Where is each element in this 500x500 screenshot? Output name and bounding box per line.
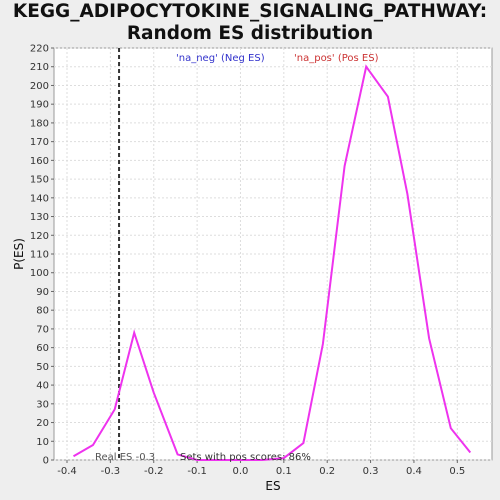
x-tick-label: -0.2 [144,466,164,477]
pos-scores-annotation: Sets with pos scores: 86% [180,452,311,463]
y-axis-ticks: 0 10 20 30 40 50 60 70 80 90 100 110 120 130 140 150 160… [30,44,54,467]
x-axis-label: ES [265,479,280,493]
y-tick-label: 50 [36,362,49,373]
x-tick-label: 0.2 [319,466,335,477]
x-tick-label: 0.0 [233,466,249,477]
y-tick-label: 110 [30,250,49,261]
x-tick-label: 0.1 [276,466,292,477]
x-tick-label: 0.3 [363,466,379,477]
x-tick-label: -0.1 [187,466,207,477]
y-tick-label: 30 [36,399,49,410]
y-tick-label: 150 [30,175,49,186]
real-es-annotation: Real ES -0.3 [95,452,155,463]
y-tick-label: 140 [30,193,49,204]
neg-es-label: 'na_neg' (Neg ES) [176,53,265,64]
y-tick-label: 100 [30,268,49,279]
y-tick-label: 70 [36,324,49,335]
y-tick-label: 90 [36,287,49,298]
y-tick-label: 210 [30,62,49,73]
y-tick-label: 120 [30,231,49,242]
y-tick-label: 170 [30,137,49,148]
y-tick-label: 190 [30,100,49,111]
pos-es-label: 'na_pos' (Pos ES) [294,53,379,64]
y-axis-label: P(ES) [12,238,26,270]
y-tick-label: 40 [36,381,49,392]
y-tick-label: 0 [43,456,49,467]
x-tick-label: 0.4 [406,466,422,477]
y-tick-label: 220 [30,44,49,55]
y-tick-label: 20 [36,418,49,429]
x-tick-label: 0.5 [449,466,465,477]
y-tick-label: 180 [30,118,49,129]
y-tick-label: 200 [30,81,49,92]
y-tick-label: 10 [36,437,49,448]
y-tick-label: 130 [30,212,49,223]
x-tick-label: -0.4 [57,466,77,477]
y-tick-label: 80 [36,306,49,317]
y-tick-label: 60 [36,343,49,354]
x-tick-label: -0.3 [101,466,121,477]
y-tick-label: 160 [30,156,49,167]
